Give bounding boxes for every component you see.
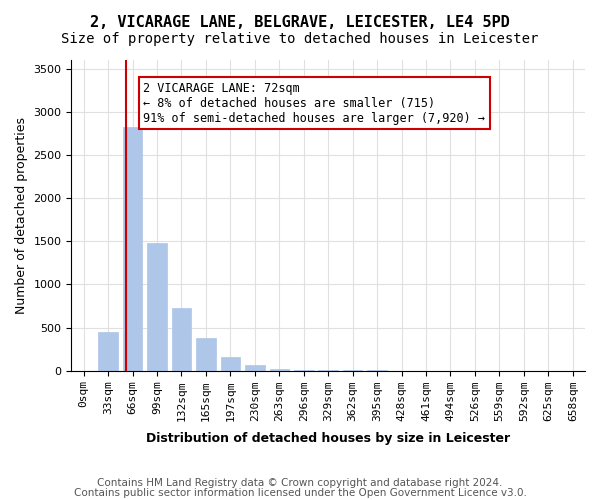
Bar	[269, 369, 289, 370]
X-axis label: Distribution of detached houses by size in Leicester: Distribution of detached houses by size …	[146, 432, 510, 445]
Text: 2, VICARAGE LANE, BELGRAVE, LEICESTER, LE4 5PD: 2, VICARAGE LANE, BELGRAVE, LEICESTER, L…	[90, 15, 510, 30]
Bar	[147, 243, 167, 370]
Bar	[172, 308, 191, 370]
Y-axis label: Number of detached properties: Number of detached properties	[15, 117, 28, 314]
Bar	[245, 366, 265, 370]
Text: Contains HM Land Registry data © Crown copyright and database right 2024.: Contains HM Land Registry data © Crown c…	[97, 478, 503, 488]
Bar	[221, 357, 240, 370]
Bar	[123, 128, 142, 370]
Bar	[98, 332, 118, 370]
Text: Contains public sector information licensed under the Open Government Licence v3: Contains public sector information licen…	[74, 488, 526, 498]
Text: Size of property relative to detached houses in Leicester: Size of property relative to detached ho…	[61, 32, 539, 46]
Bar	[196, 338, 215, 370]
Text: 2 VICARAGE LANE: 72sqm
← 8% of detached houses are smaller (715)
91% of semi-det: 2 VICARAGE LANE: 72sqm ← 8% of detached …	[143, 82, 485, 124]
